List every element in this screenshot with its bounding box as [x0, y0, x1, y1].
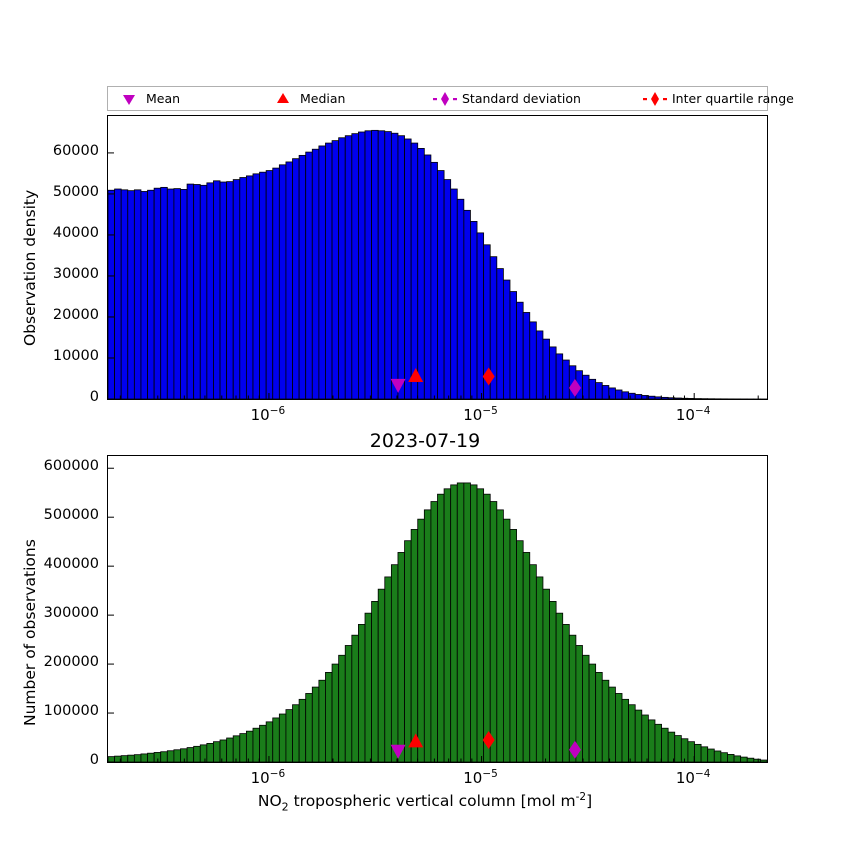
x-axis-label: NO2 tropospheric vertical column [mol m-… [257, 791, 593, 814]
plot-area-number-of-observations [108, 467, 767, 762]
legend-label: Median [300, 91, 346, 106]
y-tick-label: 600000 [43, 458, 99, 475]
y-tick-label: 300000 [43, 605, 99, 622]
marker-mean [390, 744, 406, 759]
y-tick-label: 10000 [52, 347, 99, 364]
plot-area-observation-density [108, 129, 767, 399]
y-tick-label: 100000 [43, 703, 99, 720]
legend-entry-median[interactable]: Median [266, 87, 345, 110]
marker-standard-deviation [568, 740, 581, 759]
x-tick-label: 10−6 [250, 405, 286, 424]
marker-standard-deviation [568, 378, 581, 397]
marker-mean [390, 378, 406, 393]
legend-entry-standard-deviation[interactable]: Standard deviation [428, 87, 581, 110]
y-tick-label: 500000 [43, 507, 99, 524]
marker-inter-quartile-range [482, 730, 495, 749]
legend-label: Mean [146, 91, 181, 106]
y-axis-label-top: Observation density [0, 190, 120, 346]
figure-title: 2023-07-19 [369, 430, 481, 452]
y-tick-label: 50000 [52, 183, 99, 200]
y-tick-label: 30000 [52, 265, 99, 282]
marker-median [408, 733, 424, 748]
marker-inter-quartile-range [482, 367, 495, 386]
legend-marker-diamond-with-caps-icon [638, 90, 672, 108]
legend-marker-diamond-with-caps-icon [428, 90, 462, 108]
marker-median [408, 368, 424, 383]
x-tick-label: 10−4 [675, 768, 711, 787]
x-tick-label: 10−5 [463, 768, 498, 787]
x-tick-label: 10−5 [463, 405, 498, 424]
legend: Mean Median Standard deviation Inter quarti… [107, 86, 794, 111]
chart-number-of-observations [107, 455, 768, 763]
y-tick-label: 60000 [52, 142, 99, 159]
y-tick-label: 40000 [52, 224, 99, 241]
legend-entry-inter-quartile-range[interactable]: Inter quartile range [638, 87, 794, 110]
legend-marker-triangle-down-icon [112, 90, 146, 108]
y-tick-label: 0 [89, 752, 99, 768]
legend-label: Inter quartile range [672, 91, 794, 106]
legend-marker-triangle-up-icon [266, 90, 300, 108]
y-tick-label: 20000 [52, 306, 99, 323]
x-tick-label: 10−4 [675, 405, 711, 424]
x-tick-label: 10−6 [250, 768, 286, 787]
y-tick-label: 0 [89, 389, 99, 405]
y-tick-label: 400000 [43, 556, 99, 573]
chart-observation-density [107, 115, 768, 400]
legend-entry-mean[interactable]: Mean [112, 87, 180, 110]
y-tick-label: 200000 [43, 654, 99, 671]
legend-label: Standard deviation [462, 91, 581, 106]
